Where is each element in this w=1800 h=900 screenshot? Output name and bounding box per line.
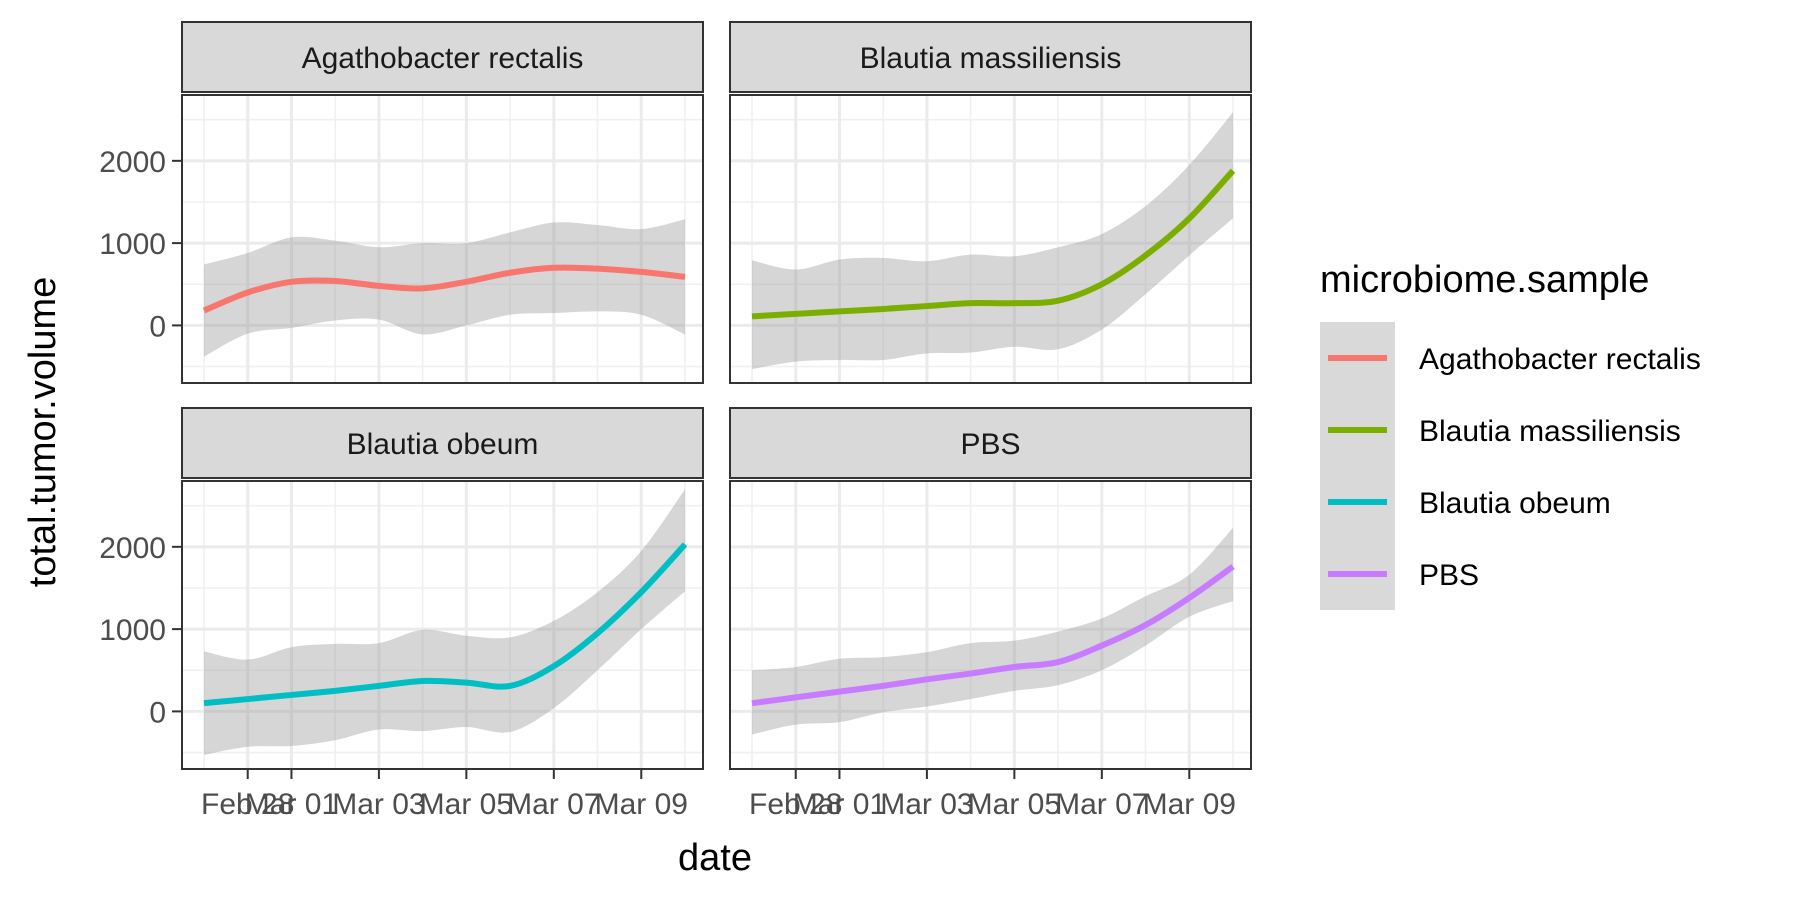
series-line	[203, 542, 688, 707]
y-tick-label: 2000	[99, 146, 166, 179]
series-line	[751, 168, 1236, 320]
panel-border	[729, 480, 1252, 770]
x-tick-label: Mar 07	[1055, 788, 1148, 821]
panel-inner	[182, 481, 703, 769]
facet-strip	[181, 21, 704, 93]
y-axis-title: total.tumor.volume	[22, 277, 64, 587]
legend-label: Blautia massiliensis	[1419, 415, 1681, 448]
facet-strip	[729, 407, 1252, 479]
x-tick-label: Mar 01	[793, 788, 886, 821]
panel-background	[182, 481, 703, 769]
confidence-band	[204, 489, 685, 756]
panel-border	[181, 94, 704, 384]
legend-label: Agathobacter rectalis	[1419, 343, 1701, 376]
facet-panels: Agathobacter rectalis Blautia massiliensi…	[181, 21, 1252, 770]
facet-panel: Agathobacter rectalis	[181, 21, 704, 384]
facet-strip	[729, 21, 1252, 93]
x-tick-label: Feb 28	[749, 788, 842, 821]
facet-panel: Blautia obeum	[181, 407, 704, 770]
confidence-band	[752, 527, 1233, 735]
legend: microbiome.sample Agathobacter rectalis B…	[1320, 259, 1701, 610]
facet-panel: Blautia massiliensis	[729, 21, 1252, 384]
panel-inner	[730, 481, 1251, 769]
panel-border	[181, 480, 704, 770]
confidence-band	[752, 112, 1233, 370]
x-tick-label: Mar 01	[245, 788, 338, 821]
facet-strip-label: Agathobacter rectalis	[302, 42, 584, 75]
legend-title: microbiome.sample	[1320, 259, 1649, 301]
x-tick-label: Feb 28	[201, 788, 294, 821]
y-tick-label: 0	[149, 696, 166, 729]
panel-inner	[182, 95, 703, 383]
x-tick-label: Mar 09	[595, 788, 688, 821]
x-tick-label: Mar 07	[507, 788, 600, 821]
series-line	[202, 264, 686, 314]
facet-strip-label: PBS	[960, 428, 1020, 461]
x-axis-title: date	[678, 837, 752, 879]
series-line	[751, 564, 1235, 707]
facet-strip-label: Blautia massiliensis	[860, 42, 1122, 75]
x-tick-label: Mar 05	[420, 788, 513, 821]
y-tick-label: 1000	[99, 614, 166, 647]
legend-label: Blautia obeum	[1419, 487, 1611, 520]
panel-background	[730, 481, 1251, 769]
x-tick-label: Mar 03	[332, 788, 425, 821]
legend-label: PBS	[1419, 559, 1479, 592]
facet-strip	[181, 407, 704, 479]
y-tick-label: 0	[149, 310, 166, 343]
facet-strip-label: Blautia obeum	[347, 428, 539, 461]
x-tick-label: Mar 03	[880, 788, 973, 821]
y-axes: 0 1000 2000 0 1000 2000	[99, 146, 182, 729]
facet-panel: PBS	[729, 407, 1252, 770]
panel-inner	[730, 95, 1251, 383]
y-tick-label: 1000	[99, 228, 166, 261]
x-tick-label: Mar 09	[1143, 788, 1236, 821]
y-tick-label: 2000	[99, 532, 166, 565]
x-tick-label: Mar 05	[968, 788, 1061, 821]
panel-border	[729, 94, 1252, 384]
panel-background	[182, 95, 703, 383]
